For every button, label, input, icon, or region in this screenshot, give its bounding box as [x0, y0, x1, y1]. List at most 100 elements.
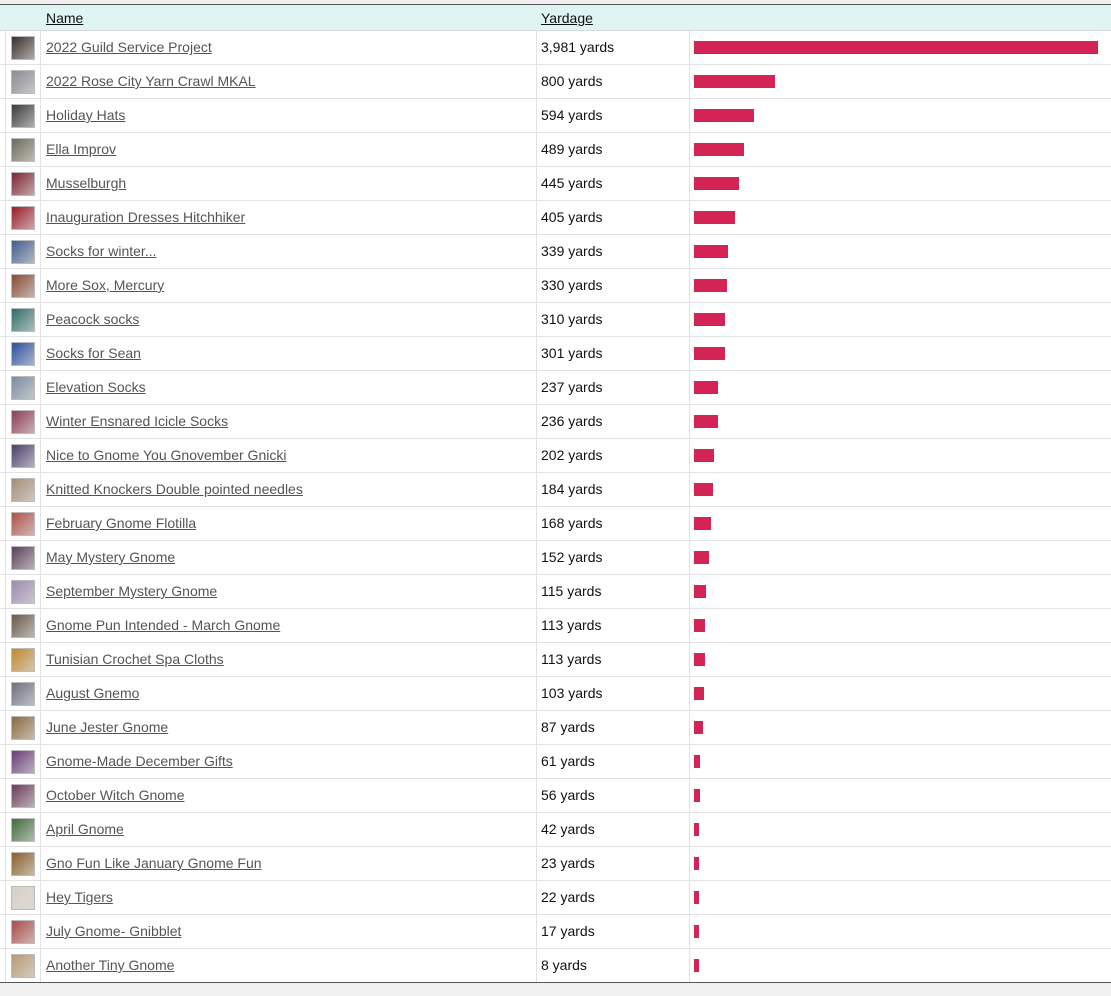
table-header: Name Yardage [0, 5, 1111, 31]
column-divider [536, 541, 537, 574]
name-column-header[interactable]: Name [46, 10, 84, 26]
project-photo-icon[interactable] [11, 172, 35, 196]
project-photo-icon[interactable] [11, 138, 35, 162]
project-name-link[interactable]: April Gnome [46, 821, 124, 837]
project-name-link[interactable]: October Witch Gnome [46, 787, 185, 803]
column-divider [689, 269, 690, 302]
column-divider [40, 99, 41, 132]
column-divider [536, 915, 537, 948]
project-photo-icon[interactable] [11, 750, 35, 774]
project-name-link[interactable]: Gnome-Made December Gifts [46, 753, 233, 769]
project-photo-icon[interactable] [11, 308, 35, 332]
project-photo-icon[interactable] [11, 546, 35, 570]
project-name-link[interactable]: February Gnome Flotilla [46, 515, 197, 531]
project-photo-icon[interactable] [11, 444, 35, 468]
column-divider [689, 915, 690, 948]
column-divider [5, 643, 6, 676]
column-divider [5, 847, 6, 880]
project-photo-icon[interactable] [11, 580, 35, 604]
project-name-link[interactable]: 2022 Guild Service Project [46, 39, 212, 55]
project-photo-icon[interactable] [11, 920, 35, 944]
yardage-value: 23 yards [541, 855, 595, 871]
project-photo-icon[interactable] [11, 716, 35, 740]
project-name-link[interactable]: Peacock socks [46, 311, 140, 327]
project-photo-icon[interactable] [11, 36, 35, 60]
project-photo-icon[interactable] [11, 784, 35, 808]
project-photo-icon[interactable] [11, 682, 35, 706]
project-photo-icon[interactable] [11, 614, 35, 638]
yardage-bar [694, 891, 699, 904]
yardage-value: 61 yards [541, 753, 595, 769]
project-photo-icon[interactable] [11, 342, 35, 366]
project-photo-icon[interactable] [11, 954, 35, 978]
project-name-link[interactable]: Winter Ensnared Icicle Socks [46, 413, 229, 429]
column-divider [536, 949, 537, 982]
project-name-link[interactable]: Hey Tigers [46, 889, 113, 905]
yardage-bar [694, 483, 713, 496]
project-photo-icon[interactable] [11, 240, 35, 264]
yardage-bar [694, 109, 754, 122]
column-divider [5, 65, 6, 98]
column-divider [536, 711, 537, 744]
column-divider [40, 881, 41, 914]
project-photo-icon[interactable] [11, 70, 35, 94]
yardage-value: 301 yards [541, 345, 603, 361]
column-divider [536, 235, 537, 268]
project-name-link[interactable]: Elevation Socks [46, 379, 146, 395]
column-divider [40, 847, 41, 880]
project-name-link[interactable]: Knitted Knockers Double pointed needles [46, 481, 303, 497]
project-name-link[interactable]: 2022 Rose City Yarn Crawl MKAL [46, 73, 256, 89]
project-name-link[interactable]: Inauguration Dresses Hitchhiker [46, 209, 246, 225]
project-name-link[interactable]: More Sox, Mercury [46, 277, 165, 293]
project-name-link[interactable]: Holiday Hats [46, 107, 126, 123]
project-photo-icon[interactable] [11, 512, 35, 536]
project-name-link[interactable]: Socks for Sean [46, 345, 141, 361]
project-photo-icon[interactable] [11, 818, 35, 842]
table-row: More Sox, Mercury 330 yards [0, 269, 1111, 303]
project-photo-icon[interactable] [11, 274, 35, 298]
column-divider [536, 779, 537, 812]
project-photo-icon[interactable] [11, 376, 35, 400]
project-photo-icon[interactable] [11, 648, 35, 672]
table-body: 2022 Guild Service Project 3,981 yards 202… [0, 31, 1111, 982]
column-divider [40, 949, 41, 982]
project-photo-icon[interactable] [11, 410, 35, 434]
column-divider [40, 609, 41, 642]
yardage-value: 594 yards [541, 107, 603, 123]
project-photo-icon[interactable] [11, 104, 35, 128]
project-name-link[interactable]: Nice to Gnome You Gnovember Gnicki [46, 447, 287, 463]
project-name-link[interactable]: Gno Fun Like January Gnome Fun [46, 855, 262, 871]
project-name-link[interactable]: Gnome Pun Intended - March Gnome [46, 617, 281, 633]
project-name-link[interactable]: May Mystery Gnome [46, 549, 176, 565]
yardage-bar [694, 551, 709, 564]
table-row: June Jester Gnome 87 yards [0, 711, 1111, 745]
column-divider [40, 235, 41, 268]
yardage-value: 184 yards [541, 481, 603, 497]
column-divider [5, 779, 6, 812]
yardage-column-header[interactable]: Yardage [541, 10, 593, 26]
yardage-value: 87 yards [541, 719, 595, 735]
column-divider [536, 65, 537, 98]
column-divider [5, 337, 6, 370]
column-divider [689, 745, 690, 778]
column-divider [40, 371, 41, 404]
project-name-link[interactable]: June Jester Gnome [46, 719, 169, 735]
project-name-link[interactable]: August Gnemo [46, 685, 140, 701]
project-name-link[interactable]: September Mystery Gnome [46, 583, 218, 599]
project-name-link[interactable]: Tunisian Crochet Spa Cloths [46, 651, 224, 667]
project-photo-icon[interactable] [11, 206, 35, 230]
project-name-link[interactable]: Socks for winter... [46, 243, 157, 259]
table-row: July Gnome- Gnibblet 17 yards [0, 915, 1111, 949]
column-divider [536, 167, 537, 200]
project-photo-icon[interactable] [11, 852, 35, 876]
column-divider [689, 779, 690, 812]
yardage-bar [694, 755, 700, 768]
project-photo-icon[interactable] [11, 886, 35, 910]
yardage-bar [694, 721, 703, 734]
project-name-link[interactable]: Musselburgh [46, 175, 127, 191]
project-name-link[interactable]: July Gnome- Gnibblet [46, 923, 182, 939]
project-name-link[interactable]: Another Tiny Gnome [46, 957, 175, 973]
project-photo-icon[interactable] [11, 478, 35, 502]
project-name-link[interactable]: Ella Improv [46, 141, 117, 157]
column-divider [40, 711, 41, 744]
